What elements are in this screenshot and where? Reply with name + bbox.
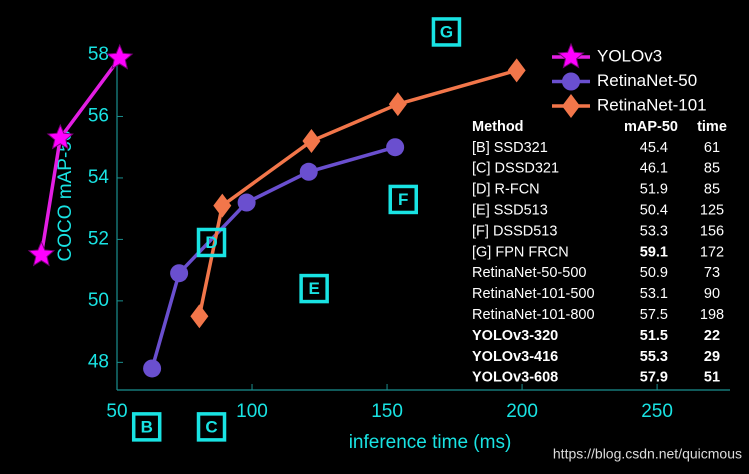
table-cell: YOLOv3-320	[472, 328, 558, 344]
x-axis-label: inference time (ms)	[349, 432, 512, 453]
table-cell: 29	[704, 349, 720, 365]
annotation-box	[196, 227, 227, 258]
annotation-box	[196, 412, 227, 442]
legend-label: RetinaNet-101	[597, 95, 707, 114]
watermark: https://blog.csdn.net/quicmous	[553, 446, 742, 462]
data-point	[106, 43, 134, 70]
data-point	[170, 264, 189, 283]
table-cell: 53.1	[640, 286, 668, 302]
data-point	[143, 359, 162, 378]
table-cell: [G] FPN FRCN	[472, 244, 569, 260]
table-cell: [D] R-FCN	[472, 182, 540, 198]
table-cell: YOLOv3-416	[472, 349, 558, 365]
table-cell: 59.1	[640, 244, 668, 260]
legend-label: YOLOv3	[597, 46, 662, 65]
table-cell: 46.1	[640, 161, 668, 177]
y-tick-label: 52	[88, 228, 109, 249]
x-tick-label: 200	[506, 401, 538, 422]
table-cell: RetinaNet-101-800	[472, 307, 595, 323]
y-tick-label: 50	[88, 290, 109, 311]
data-point	[213, 193, 232, 218]
y-axis-label: COCO mAP-50	[55, 131, 76, 262]
x-tick-label: 100	[236, 401, 268, 422]
annotation-label: F	[398, 190, 408, 209]
data-point	[46, 123, 74, 150]
table-cell: YOLOv3-608	[472, 370, 558, 386]
legend-marker	[557, 42, 585, 69]
data-point	[299, 162, 318, 181]
data-point	[388, 92, 407, 117]
table-cell: 156	[700, 223, 724, 239]
table-cell: 90	[704, 286, 720, 302]
data-point	[302, 129, 321, 154]
table-cell: 51	[704, 370, 720, 386]
table-cell: 57.9	[640, 370, 668, 386]
table-cell: 55.3	[640, 349, 668, 365]
table-header: Method	[472, 119, 524, 135]
table-cell: [F] DSSD513	[472, 223, 557, 239]
data-point	[27, 240, 56, 267]
table-cell: [E] SSD513	[472, 203, 548, 219]
annotation-label: G	[440, 22, 453, 41]
annotation-box	[299, 273, 329, 304]
y-tick-label: 54	[88, 167, 110, 188]
table-cell: RetinaNet-50-500	[472, 265, 586, 281]
y-tick-label: 56	[88, 105, 109, 126]
x-tick-label: 50	[106, 401, 127, 422]
table-cell: 198	[700, 307, 724, 323]
annotation-label: B	[141, 417, 153, 436]
table-cell: [B] SSD321	[472, 140, 548, 156]
table-cell: 85	[704, 161, 720, 177]
table-cell: 51.5	[640, 328, 668, 344]
y-tick-label: 48	[88, 351, 109, 372]
table-cell: 51.9	[640, 182, 668, 198]
table-cell: RetinaNet-101-500	[472, 286, 595, 302]
table-cell: 73	[704, 265, 720, 281]
table-cell: 53.3	[640, 223, 668, 239]
table-cell: 85	[704, 182, 720, 198]
table-cell: 125	[700, 203, 724, 219]
annotation-label: D	[205, 233, 217, 252]
table-cell: 172	[700, 244, 724, 260]
y-tick-label: 58	[88, 44, 109, 65]
legend-marker	[562, 94, 580, 118]
table-cell: 50.9	[640, 265, 668, 281]
annotation-box	[431, 17, 462, 47]
data-point	[507, 58, 526, 83]
legend-label: RetinaNet-50	[597, 71, 697, 90]
table-cell: [C] DSSD321	[472, 161, 559, 177]
table-cell: 57.5	[640, 307, 668, 323]
x-tick-label: 250	[641, 401, 673, 422]
x-tick-label: 150	[371, 401, 403, 422]
table-header: mAP-50	[624, 119, 678, 135]
annotation-box	[388, 184, 418, 215]
annotation-box	[131, 412, 162, 442]
table-cell: 50.4	[640, 203, 668, 219]
annotation-label: C	[205, 417, 217, 436]
table-header: time	[697, 119, 727, 135]
data-point	[386, 138, 405, 157]
table-cell: 61	[704, 140, 720, 156]
data-point	[190, 304, 209, 329]
table-cell: 45.4	[640, 140, 668, 156]
legend-marker	[562, 72, 580, 91]
table-cell: 22	[704, 328, 720, 344]
annotation-label: E	[308, 279, 319, 298]
data-point	[237, 193, 256, 212]
